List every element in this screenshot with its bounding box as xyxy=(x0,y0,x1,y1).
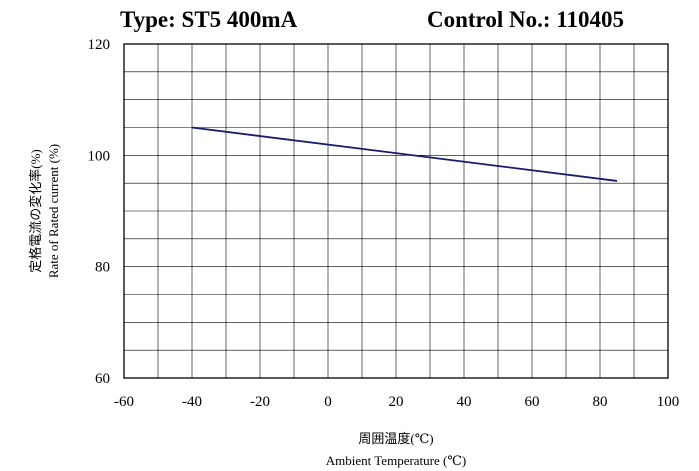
x-tick-label: -20 xyxy=(250,394,270,410)
x-tick-label: -40 xyxy=(182,394,202,410)
x-tick-label: -60 xyxy=(114,394,134,410)
y-tick-label: 100 xyxy=(88,148,111,164)
x-axis-title-jp: 周囲温度(℃) xyxy=(358,431,433,446)
plot-frame xyxy=(123,43,669,379)
control-number-label: Control No.: 110405 xyxy=(427,7,624,32)
x-tick-label: 80 xyxy=(593,394,608,410)
chart-type-label: Type: ST5 400mA xyxy=(120,7,298,32)
y-tick-label: 60 xyxy=(95,371,110,387)
x-axis-title-en: Ambient Temperature (℃) xyxy=(326,453,466,468)
y-tick-label: 80 xyxy=(95,260,110,276)
series-group xyxy=(191,126,618,182)
x-tick-label: 100 xyxy=(657,394,680,410)
x-tick-label: 20 xyxy=(389,394,404,410)
x-tick-label: 40 xyxy=(457,394,472,410)
y-axis-title-jp: 定格電流の変化率(%) xyxy=(28,149,43,273)
x-tick-labels: -60 -40 -20 0 20 40 60 80 100 xyxy=(114,394,679,410)
series-line xyxy=(191,126,618,182)
grid-lines xyxy=(124,44,668,378)
x-tick-label: 0 xyxy=(324,394,332,410)
x-tick-label: 60 xyxy=(525,394,540,410)
y-tick-label: 120 xyxy=(88,37,111,53)
y-axis-title-en: Rate of Rated current (%) xyxy=(46,144,61,278)
y-tick-labels: 60 80 100 120 xyxy=(88,37,111,387)
